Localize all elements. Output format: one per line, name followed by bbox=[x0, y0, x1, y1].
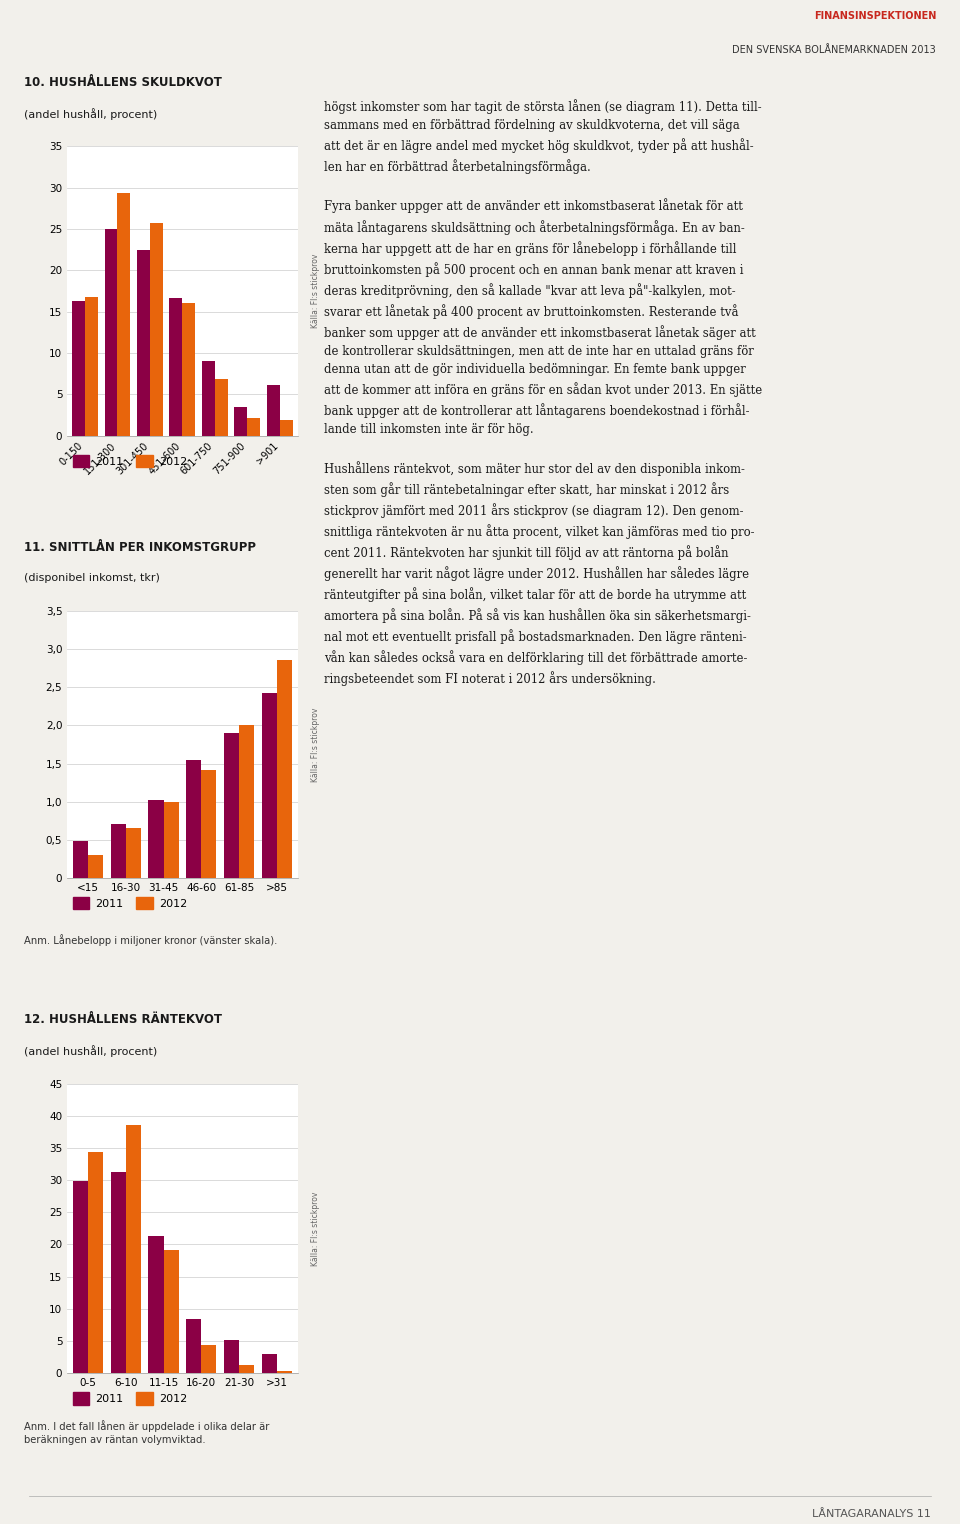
Bar bbox=[224, 733, 239, 878]
Bar bbox=[215, 379, 228, 436]
Text: Källa: FI:s stickprov: Källa: FI:s stickprov bbox=[311, 255, 321, 328]
Text: högst inkomster som har tagit de största lånen (se diagram 11). Detta till-
samm: högst inkomster som har tagit de största… bbox=[324, 99, 763, 686]
Bar bbox=[150, 223, 163, 436]
Bar bbox=[85, 297, 98, 436]
Bar bbox=[88, 1152, 103, 1373]
Bar bbox=[88, 855, 103, 878]
Bar bbox=[149, 1236, 163, 1373]
Bar bbox=[186, 1320, 202, 1373]
Bar bbox=[126, 1125, 141, 1373]
Text: FINANSINSPEKTIONEN: FINANSINSPEKTIONEN bbox=[814, 11, 936, 21]
Bar bbox=[202, 1346, 216, 1373]
Bar bbox=[117, 192, 131, 436]
Bar bbox=[202, 770, 216, 878]
Bar bbox=[276, 660, 292, 878]
Text: 11. SNITTLÅN PER INKOMSTGRUPP: 11. SNITTLÅN PER INKOMSTGRUPP bbox=[24, 541, 256, 555]
Bar bbox=[169, 297, 182, 436]
Legend: 2011, 2012: 2011, 2012 bbox=[73, 1391, 187, 1405]
Text: DEN SVENSKA BOLÅNEMARKNADEN 2013: DEN SVENSKA BOLÅNEMARKNADEN 2013 bbox=[732, 46, 936, 55]
Legend: 2011, 2012: 2011, 2012 bbox=[73, 454, 187, 468]
Bar bbox=[126, 829, 141, 878]
Bar bbox=[73, 841, 88, 878]
Bar bbox=[137, 250, 150, 436]
Text: 12. HUSHÅLLENS RÄNTEKVOT: 12. HUSHÅLLENS RÄNTEKVOT bbox=[24, 1013, 222, 1027]
Text: Anm. Lånebelopp i miljoner kronor (vänster skala).: Anm. Lånebelopp i miljoner kronor (vänst… bbox=[24, 934, 277, 946]
Bar bbox=[276, 1370, 292, 1373]
Bar bbox=[105, 229, 117, 436]
Text: (andel hushåll, procent): (andel hushåll, procent) bbox=[24, 108, 157, 120]
Text: (andel hushåll, procent): (andel hushåll, procent) bbox=[24, 1045, 157, 1058]
Text: 10. HUSHÅLLENS SKULDKVOT: 10. HUSHÅLLENS SKULDKVOT bbox=[24, 76, 222, 90]
Bar bbox=[262, 1353, 276, 1373]
Bar bbox=[239, 725, 254, 878]
Bar bbox=[248, 418, 260, 436]
Bar bbox=[163, 802, 179, 878]
Bar bbox=[267, 386, 279, 436]
Legend: 2011, 2012: 2011, 2012 bbox=[73, 896, 187, 910]
Bar bbox=[110, 1172, 126, 1373]
Bar bbox=[186, 760, 202, 878]
Bar bbox=[234, 407, 248, 436]
Bar bbox=[239, 1366, 254, 1373]
Text: Källa: FI:s stickprov: Källa: FI:s stickprov bbox=[311, 707, 321, 782]
Bar bbox=[163, 1250, 179, 1373]
Text: Källa: FI:s stickprov: Källa: FI:s stickprov bbox=[311, 1192, 321, 1265]
Bar bbox=[110, 824, 126, 878]
Bar bbox=[279, 421, 293, 436]
Text: LÅNTAGARANALYS 11: LÅNTAGARANALYS 11 bbox=[812, 1509, 931, 1519]
Text: Anm. I det fall lånen är uppdelade i olika delar är
beräkningen av räntan volymv: Anm. I det fall lånen är uppdelade i oli… bbox=[24, 1420, 270, 1445]
Bar bbox=[202, 361, 215, 436]
Bar bbox=[224, 1340, 239, 1373]
Bar bbox=[72, 302, 85, 436]
Bar bbox=[262, 693, 276, 878]
Bar bbox=[149, 800, 163, 878]
Text: (disponibel inkomst, tkr): (disponibel inkomst, tkr) bbox=[24, 573, 160, 582]
Bar bbox=[73, 1181, 88, 1373]
Bar bbox=[182, 303, 196, 436]
